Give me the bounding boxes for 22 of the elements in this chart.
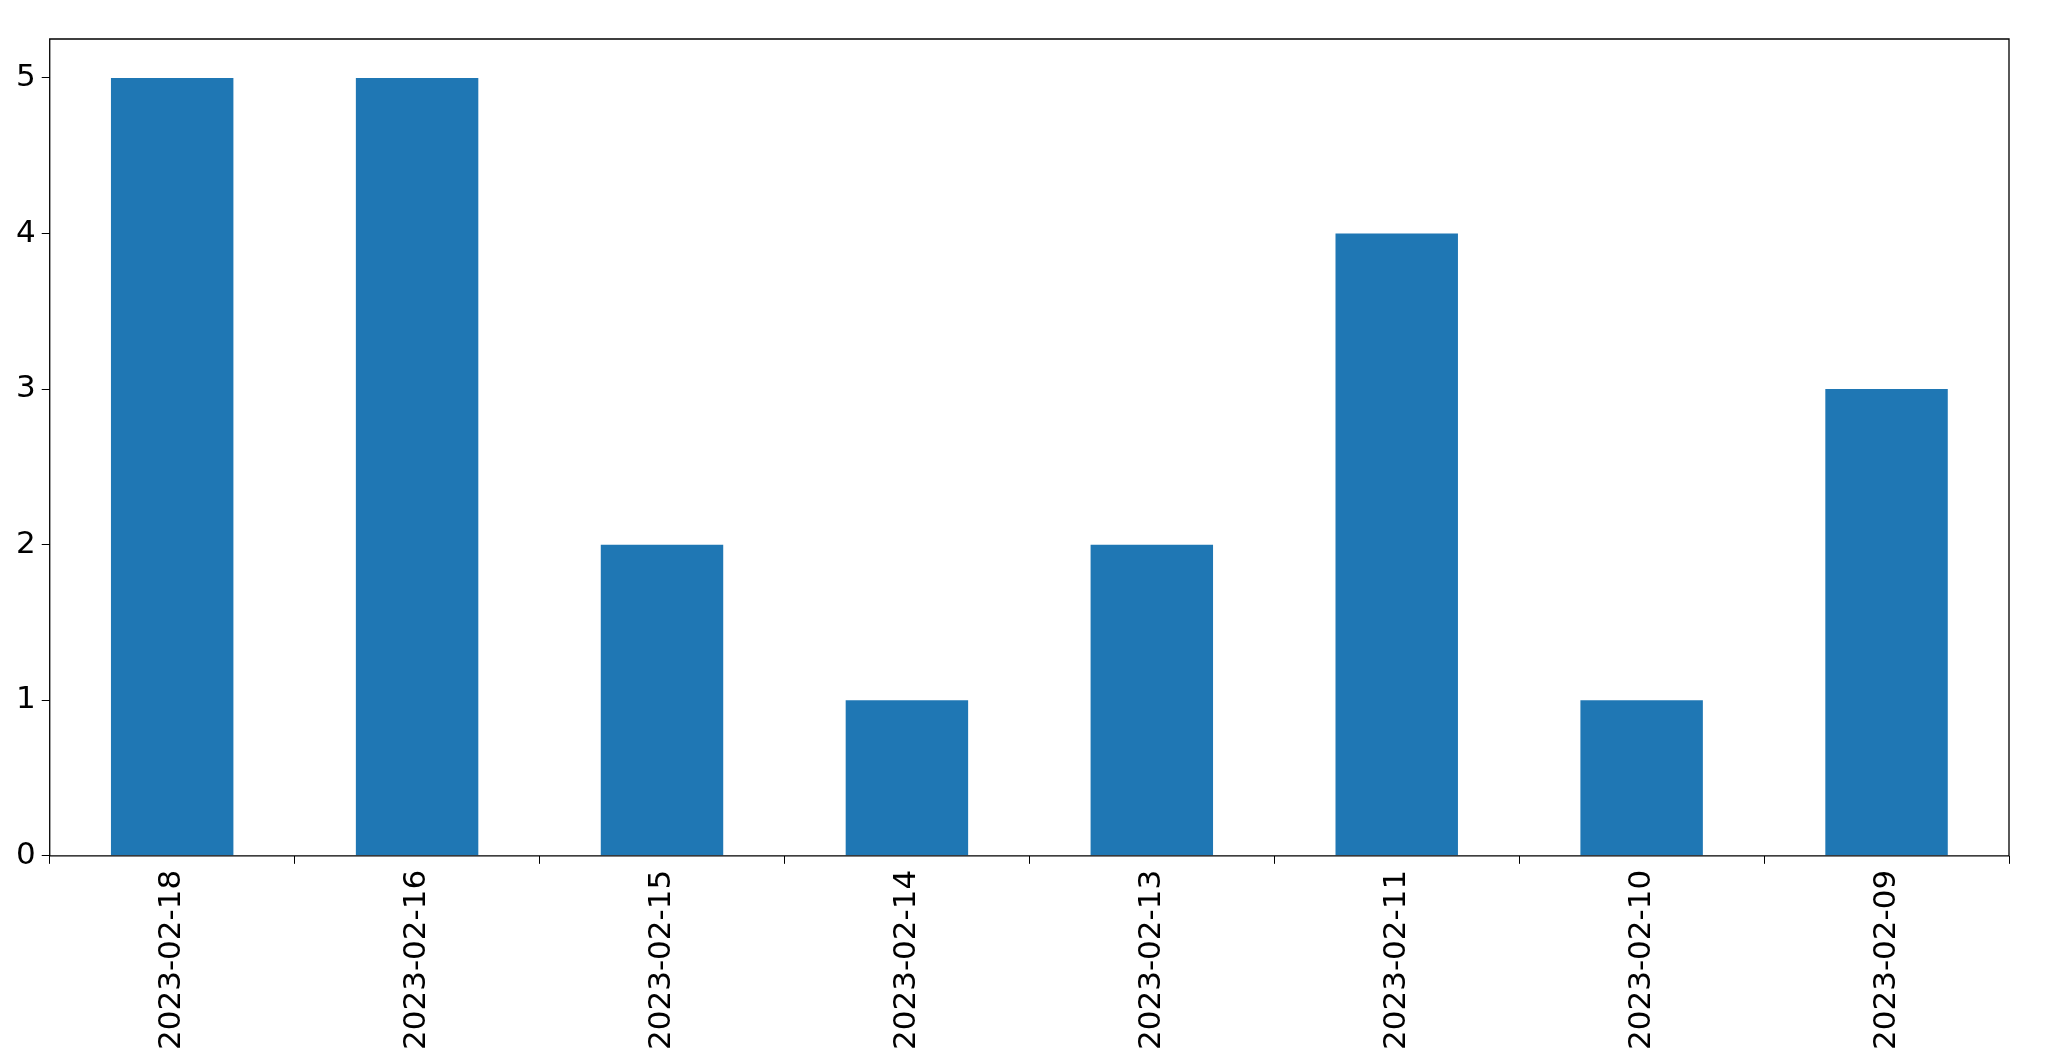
y-tick-label: 3 <box>15 368 36 405</box>
x-tick-label: 2023-02-14 <box>885 869 922 1051</box>
y-tick-label: 4 <box>15 212 36 249</box>
x-tick-label: 2023-02-09 <box>1865 869 1902 1051</box>
x-tick-label: 2023-02-18 <box>151 869 188 1051</box>
bar <box>1090 544 1214 856</box>
x-tick-label: 2023-02-10 <box>1620 869 1657 1051</box>
y-tick-label: 2 <box>15 523 36 560</box>
y-tick-label: 0 <box>15 834 36 871</box>
bar <box>1825 389 1948 856</box>
bar <box>845 700 969 856</box>
x-tick-label: 2023-02-13 <box>1130 869 1167 1051</box>
bar <box>355 77 479 856</box>
x-tick-label: 2023-02-15 <box>641 869 678 1051</box>
y-tick-label: 1 <box>15 679 36 716</box>
bar <box>600 544 724 856</box>
bar <box>1335 233 1458 856</box>
x-tick-label: 2023-02-16 <box>396 869 433 1051</box>
y-tick-label: 5 <box>15 56 36 93</box>
bar <box>110 77 234 856</box>
x-tick-label: 2023-02-11 <box>1375 869 1412 1051</box>
bar <box>1580 700 1703 856</box>
